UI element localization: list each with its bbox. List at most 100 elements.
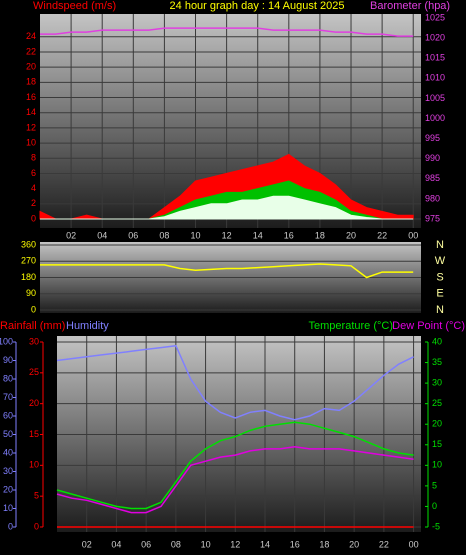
y2-tick-label: 0 [432, 501, 437, 511]
legend-entry: Rainfall (mm) [0, 320, 65, 332]
x-tick-label: 16 [284, 230, 294, 240]
x-tick-label: 02 [82, 539, 92, 549]
y-tick-label: 20 [26, 62, 36, 72]
y2-tick-label: 980 [425, 193, 440, 203]
y-tick-label: 0 [34, 521, 39, 531]
line [56, 446, 414, 514]
x-tick-label: 06 [141, 539, 151, 549]
y2-tick-label: 990 [425, 153, 440, 163]
y2-tick-label: -5 [432, 521, 440, 531]
y-tick-label: 25 [29, 367, 39, 377]
y2-axis-label: Barometer (hpa) [370, 0, 450, 12]
legend-entry: Dew Point (°C) [392, 320, 465, 332]
y3-tick-label: 60 [3, 410, 13, 420]
y-tick-label: 270 [21, 256, 36, 266]
y2-tick-label: S [436, 271, 443, 283]
line [40, 27, 414, 37]
y-tick-label: 10 [26, 137, 36, 147]
x-tick-label: 14 [260, 539, 270, 549]
y3-tick-label: 20 [3, 484, 13, 494]
y-tick-label: 360 [21, 239, 36, 249]
y2-tick-label: 1020 [425, 32, 445, 42]
x-tick-label: 20 [346, 230, 356, 240]
y2-tick-label: 5 [432, 480, 437, 490]
y-tick-label: 180 [21, 272, 36, 282]
y2-tick-label: N [436, 239, 444, 251]
x-tick-label: 20 [349, 539, 359, 549]
x-tick-label: 00 [408, 230, 418, 240]
y2-tick-label: N [436, 304, 444, 316]
y-tick-label: 30 [29, 336, 39, 346]
y3-tick-label: 90 [3, 355, 13, 365]
y2-tick-label: W [435, 255, 446, 267]
x-tick-label: 06 [128, 230, 138, 240]
y-tick-label: 18 [26, 77, 36, 87]
y2-tick-label: 1000 [425, 113, 445, 123]
y3-tick-label: 100 [0, 336, 13, 346]
y2-tick-label: 1015 [425, 53, 445, 63]
y2-tick-label: 1005 [425, 93, 445, 103]
y2-tick-label: 40 [432, 336, 442, 346]
y3-tick-label: 70 [3, 392, 13, 402]
y3-tick-label: 10 [3, 503, 13, 513]
x-tick-label: 22 [377, 230, 387, 240]
line [56, 344, 414, 421]
y-tick-label: 4 [31, 183, 36, 193]
y2-tick-label: 35 [432, 357, 442, 367]
area [40, 195, 414, 220]
y-tick-label: 14 [26, 107, 36, 117]
y-tick-label: 16 [26, 92, 36, 102]
y2-tick-label: 975 [425, 213, 440, 223]
y2-tick-label: E [436, 288, 443, 300]
x-tick-label: 10 [201, 539, 211, 549]
y-tick-label: 5 [34, 491, 39, 501]
x-tick-label: 18 [319, 539, 329, 549]
chart-title: 24 hour graph day : 14 August 2025 [170, 0, 345, 12]
x-tick-label: 04 [97, 230, 107, 240]
y-tick-label: 8 [31, 153, 36, 163]
x-tick-label: 14 [253, 230, 263, 240]
y-tick-label: 10 [29, 460, 39, 470]
line [40, 263, 414, 279]
y2-tick-label: 995 [425, 133, 440, 143]
y2-tick-label: 1010 [425, 73, 445, 83]
line [56, 421, 414, 510]
x-tick-label: 12 [230, 539, 240, 549]
y-tick-label: 0 [31, 213, 36, 223]
y2-tick-label: 10 [432, 460, 442, 470]
y3-tick-label: 0 [8, 521, 13, 531]
x-tick-label: 08 [159, 230, 169, 240]
y-tick-label: 15 [29, 429, 39, 439]
x-tick-label: 18 [315, 230, 325, 240]
y-tick-label: 6 [31, 168, 36, 178]
y3-tick-label: 80 [3, 373, 13, 383]
y-tick-label: 12 [26, 122, 36, 132]
y3-tick-label: 50 [3, 429, 13, 439]
y-tick-label: 90 [26, 288, 36, 298]
x-tick-label: 16 [290, 539, 300, 549]
y-tick-label: 24 [26, 31, 36, 41]
y-tick-label: 0 [31, 304, 36, 314]
legend-entry: Humidity [66, 320, 109, 332]
y2-tick-label: 25 [432, 398, 442, 408]
x-tick-label: 22 [379, 539, 389, 549]
y3-tick-label: 40 [3, 447, 13, 457]
y-axis-label: Windspeed (m/s) [33, 0, 116, 12]
y-tick-label: 20 [29, 398, 39, 408]
y2-tick-label: 30 [432, 377, 442, 387]
y2-tick-label: 1025 [425, 12, 445, 22]
x-tick-label: 00 [409, 539, 419, 549]
x-tick-label: 08 [171, 539, 181, 549]
x-tick-label: 02 [66, 230, 76, 240]
y2-tick-label: 15 [432, 439, 442, 449]
y2-tick-label: 985 [425, 173, 440, 183]
x-tick-label: 12 [222, 230, 232, 240]
x-tick-label: 04 [111, 539, 121, 549]
x-tick-label: 10 [191, 230, 201, 240]
y-tick-label: 2 [31, 198, 36, 208]
y3-tick-label: 30 [3, 466, 13, 476]
legend-entry: Temperature (°C) [309, 320, 393, 332]
y2-tick-label: 20 [432, 419, 442, 429]
y-tick-label: 22 [26, 46, 36, 56]
